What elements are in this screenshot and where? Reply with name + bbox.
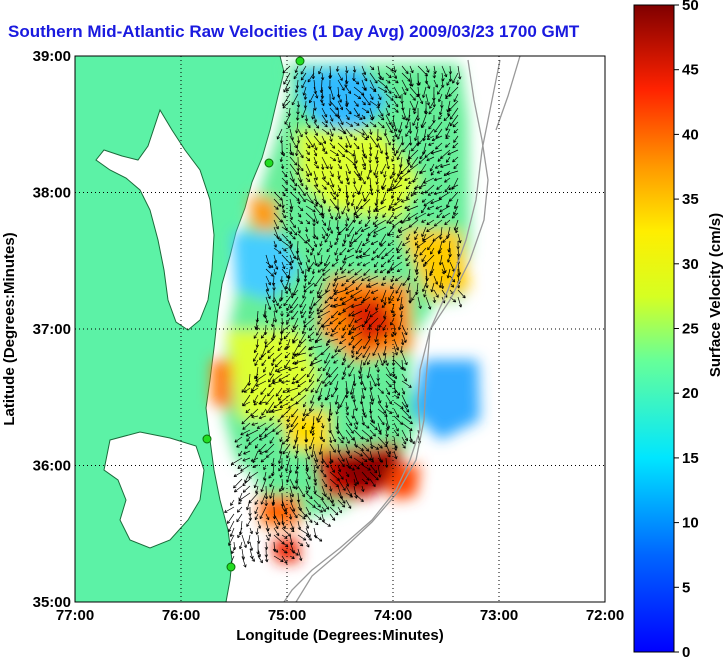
velocity-patch bbox=[412, 360, 480, 440]
x-tick-label: 74:00 bbox=[374, 607, 412, 624]
y-tick-label: 35:00 bbox=[33, 594, 71, 611]
x-tick-label: 75:00 bbox=[268, 607, 306, 624]
plot-frame bbox=[74, 55, 606, 603]
chesapeake-bay bbox=[95, 108, 215, 549]
y-tick-label: 38:00 bbox=[33, 185, 71, 202]
x-tick-label: 73:00 bbox=[480, 607, 518, 624]
velocity-patch bbox=[300, 68, 390, 130]
colorbar-tick-label: 25 bbox=[682, 321, 699, 338]
map-title: Southern Mid-Atlantic Raw Velocities (1 … bbox=[8, 22, 580, 41]
station-marker bbox=[264, 158, 274, 168]
x-axis-ticks: 77:00 76:00 75:00 74:00 73:00 72:00 bbox=[56, 607, 624, 624]
y-tick-label: 36:00 bbox=[33, 458, 71, 475]
colorbar-tick-label: 10 bbox=[682, 515, 699, 532]
colorbar-tick-label: 45 bbox=[682, 62, 699, 79]
vector-arrows bbox=[224, 65, 466, 568]
colorbar-tick-label: 20 bbox=[682, 385, 699, 402]
colorbar-label: Surface Velocity (cm/s) bbox=[707, 213, 724, 377]
station-marker bbox=[226, 562, 236, 572]
station-marker bbox=[202, 434, 212, 444]
colorbar: 0 5 10 15 20 25 30 35 40 45 50 Surface Velocity (c… bbox=[633, 0, 724, 659]
x-tick-label: 72:00 bbox=[586, 607, 624, 624]
station-marker bbox=[295, 56, 305, 66]
colorbar-ticks: 0 5 10 15 20 25 30 35 40 45 50 bbox=[674, 0, 699, 659]
velocity-patch bbox=[250, 196, 278, 230]
y-axis-label: Latitude (Degrees:Minutes) bbox=[1, 232, 18, 425]
x-axis-label: Longitude (Degrees:Minutes) bbox=[236, 627, 444, 644]
bathymetry-contours bbox=[283, 56, 521, 602]
colorbar-tick-label: 35 bbox=[682, 191, 699, 208]
y-tick-label: 39:00 bbox=[33, 48, 71, 65]
colorbar-scale bbox=[633, 4, 675, 653]
colorbar-tick-label: 15 bbox=[682, 450, 699, 467]
radar-stations bbox=[202, 56, 305, 572]
velocity-patch bbox=[212, 360, 232, 410]
y-tick-label: 37:00 bbox=[33, 321, 71, 338]
velocity-patch bbox=[272, 538, 300, 562]
x-tick-label: 76:00 bbox=[162, 607, 200, 624]
colorbar-tick-label: 30 bbox=[682, 256, 699, 273]
colorbar-tick-label: 40 bbox=[682, 126, 699, 143]
colorbar-tick-label: 50 bbox=[682, 0, 699, 14]
current-vectors bbox=[224, 65, 466, 568]
colorbar-tick-label: 5 bbox=[682, 579, 690, 596]
velocity-patch bbox=[340, 296, 400, 348]
colorbar-tick-label: 0 bbox=[682, 644, 690, 659]
y-axis-ticks: 39:00 38:00 37:00 36:00 35:00 bbox=[33, 48, 71, 611]
graticule bbox=[75, 56, 605, 602]
x-tick-label: 77:00 bbox=[56, 607, 94, 624]
